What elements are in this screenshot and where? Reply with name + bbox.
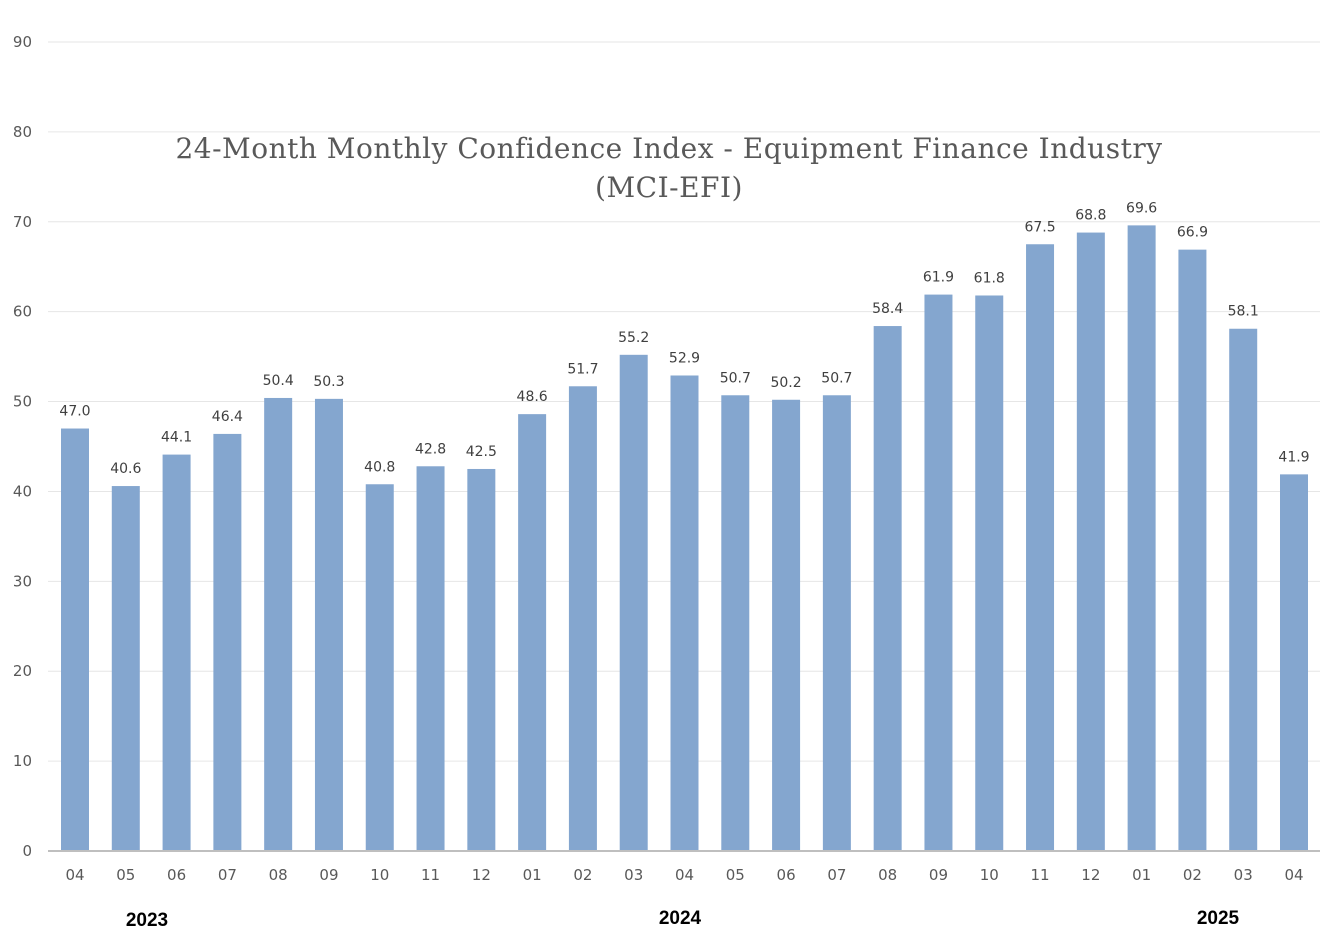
x-tick-label: 01	[1132, 866, 1151, 884]
data-label: 40.8	[364, 459, 395, 475]
bar	[1280, 474, 1308, 851]
data-label: 50.7	[821, 370, 852, 386]
x-tick-label: 05	[726, 866, 745, 884]
x-tick-label: 11	[1030, 866, 1049, 884]
x-tick-label: 12	[472, 866, 491, 884]
bar	[111, 486, 140, 851]
x-tick-label: 05	[116, 866, 135, 884]
x-tick-label: 12	[1081, 866, 1100, 884]
bar	[264, 397, 293, 851]
data-label: 50.4	[263, 373, 294, 389]
data-label: 41.9	[1278, 449, 1309, 465]
y-tick-label: 20	[13, 662, 32, 680]
data-label: 66.9	[1177, 225, 1208, 241]
data-labels: 47.0 40.6 44.1 46.4 50.4 50.3 40.8 42.8 42.5 48.6…	[59, 200, 1309, 477]
bar	[1229, 328, 1258, 851]
y-tick-label: 0	[22, 842, 32, 860]
y-tick-label: 90	[13, 33, 32, 51]
data-label: 68.8	[1075, 208, 1106, 224]
data-label: 58.4	[872, 301, 903, 317]
x-tick-label: 08	[878, 866, 897, 884]
data-label: 55.2	[618, 330, 649, 346]
x-tick-label: 08	[269, 866, 288, 884]
bar	[1076, 232, 1105, 851]
bar	[1026, 244, 1055, 851]
chart-subtitle: (MCI-EFI)	[595, 171, 743, 204]
year-label-2023: 2023	[126, 910, 168, 931]
data-label: 61.8	[974, 270, 1005, 286]
data-label: 50.3	[313, 374, 344, 390]
x-axis-ticks: 04 05 06 07 08 09 10 11 12 01 02 03 04 05 06 07 08 09 10 11…	[65, 866, 1303, 884]
bar	[873, 326, 902, 851]
data-label: 40.6	[110, 461, 141, 477]
data-label: 44.1	[161, 430, 192, 446]
bar	[772, 399, 801, 851]
year-label-2025: 2025	[1197, 908, 1240, 929]
bar	[975, 295, 1004, 851]
data-label: 69.6	[1126, 200, 1157, 216]
data-label: 42.5	[466, 444, 497, 460]
y-tick-label: 70	[13, 213, 32, 231]
x-tick-label: 04	[1284, 866, 1303, 884]
bar	[467, 468, 496, 851]
data-label: 58.1	[1228, 304, 1259, 320]
bar	[822, 395, 851, 851]
bar	[416, 466, 445, 851]
x-tick-label: 02	[573, 866, 592, 884]
x-tick-label: 03	[1234, 866, 1253, 884]
x-tick-label: 09	[319, 866, 338, 884]
year-label-2024: 2024	[659, 908, 702, 929]
x-tick-label: 10	[980, 866, 999, 884]
data-label: 67.5	[1024, 219, 1055, 235]
x-tick-label: 06	[167, 866, 186, 884]
chart-title: 24-Month Monthly Confidence Index - Equi…	[175, 132, 1162, 165]
bar	[924, 294, 953, 851]
x-tick-label: 07	[218, 866, 237, 884]
data-label: 61.9	[923, 270, 954, 286]
bars	[61, 225, 1308, 852]
y-tick-label: 50	[13, 393, 32, 411]
bar	[518, 414, 547, 851]
x-tick-label: 10	[370, 866, 389, 884]
data-label: 48.6	[517, 389, 548, 405]
y-axis-ticks: 0 10 20 30 40 50 60 70 80 90	[13, 33, 32, 860]
x-tick-label: 02	[1183, 866, 1202, 884]
data-label: 47.0	[59, 404, 90, 420]
y-tick-label: 80	[13, 123, 32, 141]
bar	[670, 375, 699, 851]
bar	[1127, 225, 1156, 851]
data-label: 51.7	[567, 361, 598, 377]
x-tick-label: 07	[827, 866, 846, 884]
y-tick-label: 40	[13, 482, 32, 500]
x-tick-label: 04	[65, 866, 84, 884]
bar	[619, 354, 648, 851]
x-tick-label: 09	[929, 866, 948, 884]
bar	[314, 398, 343, 851]
data-label: 50.7	[720, 370, 751, 386]
bar	[568, 386, 597, 851]
bar	[61, 428, 89, 851]
x-tick-label: 06	[777, 866, 796, 884]
data-label: 52.9	[669, 350, 700, 366]
bar	[365, 484, 394, 851]
x-tick-label: 04	[675, 866, 694, 884]
bar	[162, 454, 191, 851]
x-tick-label: 01	[523, 866, 542, 884]
y-tick-label: 10	[13, 752, 32, 770]
data-label: 46.4	[212, 409, 243, 425]
data-label: 42.8	[415, 441, 446, 457]
y-tick-label: 60	[13, 303, 32, 321]
bar	[721, 395, 750, 851]
x-tick-label: 11	[421, 866, 440, 884]
bar	[213, 433, 242, 851]
data-label: 50.2	[770, 375, 801, 391]
bar	[1178, 249, 1207, 852]
x-tick-label: 03	[624, 866, 643, 884]
y-tick-label: 30	[13, 572, 32, 590]
